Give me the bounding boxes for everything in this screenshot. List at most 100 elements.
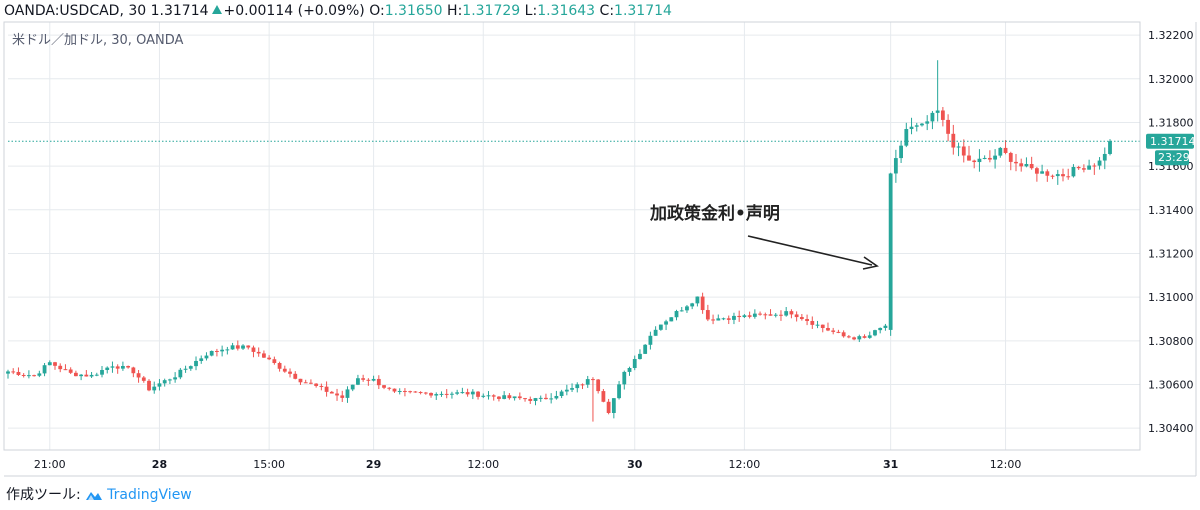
candle-body	[194, 360, 198, 367]
candle-body	[961, 146, 966, 156]
candle-body	[58, 365, 63, 370]
candle-body	[121, 366, 125, 369]
candle-body	[982, 157, 987, 159]
y-tick-label: 1.30600	[1148, 378, 1194, 391]
candle-body	[967, 155, 971, 161]
open-value: 1.31650	[384, 3, 443, 19]
candle-body	[434, 394, 439, 396]
candle-body	[888, 173, 893, 330]
y-tick-label: 1.31200	[1148, 247, 1194, 260]
candle-body	[554, 395, 559, 399]
candle-body	[361, 378, 366, 380]
candle-body	[1061, 174, 1065, 177]
candle-body	[914, 125, 919, 127]
candlestick-chart[interactable]: 米ドル／加ドル, 30, OANDA 1.32200 1.32000 1.31800…	[0, 0, 1200, 480]
candle-body	[611, 398, 616, 413]
candle-body	[79, 374, 84, 377]
candle-body	[319, 385, 324, 387]
symbol-header: OANDA:USDCAD, 30 1.31714 +0.00114 (+0.09%…	[4, 0, 672, 22]
candle-body	[429, 392, 433, 396]
x-tick-label: 28	[152, 458, 167, 471]
candle-body	[152, 386, 157, 391]
annotation-text: 加政策金利•声明	[649, 203, 780, 224]
symbol-label[interactable]: OANDA:USDCAD, 30	[4, 3, 147, 19]
candle-body	[162, 380, 167, 384]
candle-body	[815, 324, 820, 326]
candle-body	[382, 385, 386, 388]
candle-body	[690, 303, 695, 307]
candle-body	[658, 324, 663, 330]
candle-body	[1008, 152, 1013, 162]
candle-body	[335, 393, 339, 396]
candle-body	[805, 319, 809, 322]
candle-body	[799, 317, 804, 320]
x-tick-label: 31	[883, 458, 898, 471]
candle-body	[105, 367, 110, 371]
candle-body	[789, 311, 794, 315]
candle-body	[141, 377, 146, 381]
candle-body	[862, 336, 867, 338]
price-axis[interactable]: 1.322001.320001.318001.316001.314001.312…	[1148, 29, 1194, 435]
candle-body	[491, 395, 496, 397]
candle-body	[752, 313, 757, 317]
candle-body	[209, 350, 214, 356]
price-tag-label: 1.31714	[1150, 135, 1196, 148]
time-axis[interactable]: 21:00 28 15:00 29 12:00 30 12:00 31 12:00	[34, 458, 1021, 471]
candle-body	[747, 315, 752, 317]
candle-body	[570, 388, 574, 390]
candle-body	[810, 321, 815, 325]
candle-body	[11, 371, 16, 373]
candle-body	[298, 378, 303, 383]
countdown-box	[1155, 150, 1189, 166]
candle-body	[392, 388, 397, 392]
candle-body	[37, 373, 42, 376]
candle-body	[1034, 168, 1039, 174]
candle-body	[700, 296, 705, 311]
candle-body	[376, 378, 381, 386]
candle-body	[157, 383, 162, 387]
candle-body	[528, 398, 533, 401]
candle-body	[340, 395, 345, 398]
candle-body	[763, 314, 768, 316]
y-tick-label: 1.32200	[1148, 29, 1194, 42]
candle-body	[899, 145, 903, 159]
candle-body	[925, 121, 930, 124]
candle-body	[951, 133, 956, 148]
candle-body	[1108, 141, 1112, 154]
candle-body	[324, 386, 329, 392]
countdown-label: 23:29	[1158, 151, 1190, 164]
candle-body	[350, 384, 355, 390]
candle-body	[826, 328, 830, 331]
candle-body	[935, 110, 940, 113]
candle-body	[1076, 166, 1081, 169]
candle-body	[178, 369, 183, 378]
candle-body	[470, 391, 475, 395]
candle-body	[831, 330, 836, 332]
candle-body	[230, 345, 235, 350]
candle-body	[523, 398, 527, 400]
candle-body	[867, 335, 872, 338]
tradingview-brand[interactable]: TradingView	[107, 487, 192, 503]
candle-body	[235, 345, 240, 349]
y-tick-label: 1.32000	[1148, 73, 1194, 86]
y-tick-label: 1.31000	[1148, 291, 1194, 304]
candle-body	[873, 330, 877, 336]
candle-body	[168, 379, 172, 381]
candle-body	[507, 395, 512, 399]
candle-body	[309, 382, 313, 384]
candle-body	[126, 366, 131, 368]
candle-body	[204, 355, 209, 359]
x-tick-label: 29	[366, 458, 381, 471]
candle-body	[173, 377, 178, 380]
candle-body	[878, 327, 883, 331]
current-price-tag: 1.31714 23:29	[1146, 133, 1196, 166]
candle-body	[47, 362, 52, 366]
high-value: 1.31729	[462, 3, 521, 19]
candle-body	[1092, 165, 1097, 167]
candle-body	[288, 371, 292, 374]
candle-body	[732, 315, 736, 320]
candles-layer	[6, 60, 1140, 422]
candle-body	[1081, 168, 1086, 170]
up-arrow-icon	[211, 5, 222, 14]
candle-body	[418, 392, 423, 394]
